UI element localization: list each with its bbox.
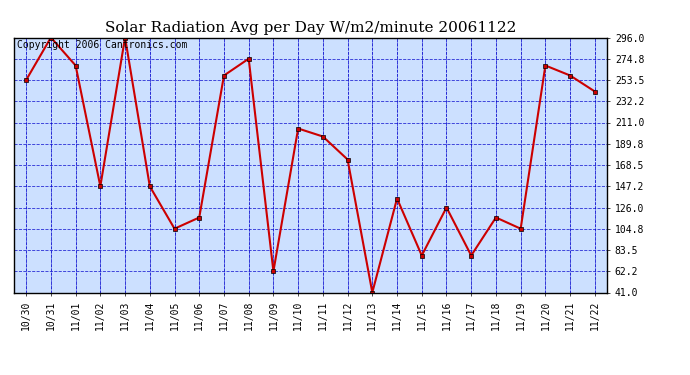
Title: Solar Radiation Avg per Day W/m2/minute 20061122: Solar Radiation Avg per Day W/m2/minute … bbox=[105, 21, 516, 35]
Text: Copyright 2006 Cantronics.com: Copyright 2006 Cantronics.com bbox=[17, 40, 187, 50]
